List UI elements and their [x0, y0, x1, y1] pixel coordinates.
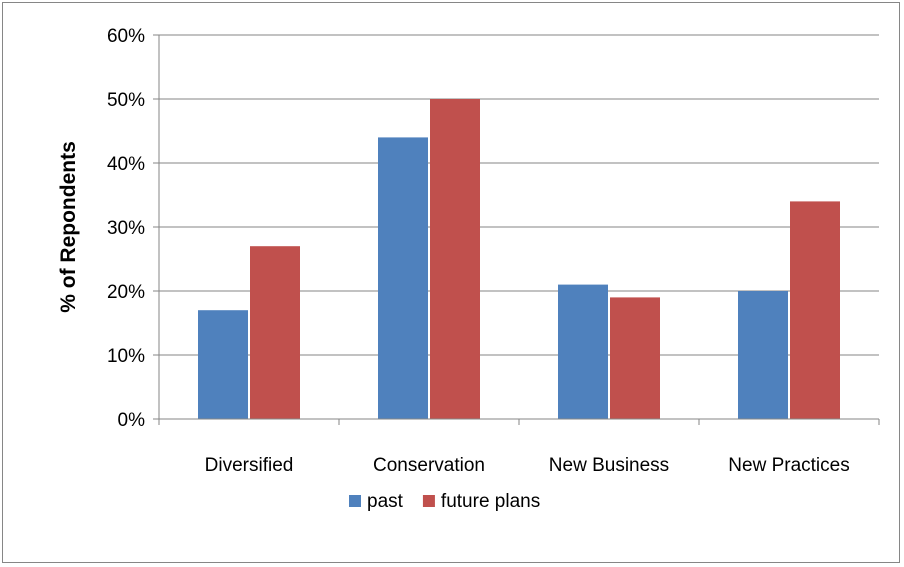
y-tick-label: 60% [107, 26, 145, 47]
y-tick-label: 20% [107, 282, 145, 303]
bar-future-plans-new-practices [790, 201, 840, 419]
x-category-label: New Business [549, 455, 669, 476]
legend-label: past [367, 491, 404, 512]
x-category-label: New Practices [728, 455, 849, 476]
bar-future-plans-conservation [430, 99, 480, 419]
y-tick-label: 30% [107, 218, 145, 239]
y-tick-label: 40% [107, 154, 145, 175]
bar-past-new-practices [738, 291, 788, 419]
legend-swatch [422, 495, 435, 507]
axes [158, 35, 880, 425]
x-category-label: Diversified [205, 455, 294, 476]
bar-future-plans-diversified [250, 246, 300, 419]
bar-past-diversified [198, 310, 248, 419]
bar-past-new-business [558, 284, 608, 419]
x-category-label: Conservation [373, 455, 485, 476]
bar-chart: 0% 10% 20% 30% 40% 50% 60% Diversified Conserva… [57, 26, 880, 512]
y-tick-labels: 0% 10% 20% 30% 40% 50% 60% [107, 26, 145, 431]
legend-swatch [349, 495, 361, 507]
y-tick-label: 50% [107, 90, 145, 111]
y-axis-title: % of Repondents [57, 141, 80, 313]
bar-past-conservation [378, 137, 428, 419]
y-tick-label: 10% [107, 346, 145, 367]
bar-future-plans-new-business [610, 297, 660, 419]
legend: past future plans [349, 491, 540, 512]
legend-label: future plans [441, 491, 540, 512]
y-tick-label: 0% [118, 410, 146, 431]
x-category-labels: Diversified Conservation New Business New P… [205, 455, 850, 476]
bars [198, 99, 840, 419]
